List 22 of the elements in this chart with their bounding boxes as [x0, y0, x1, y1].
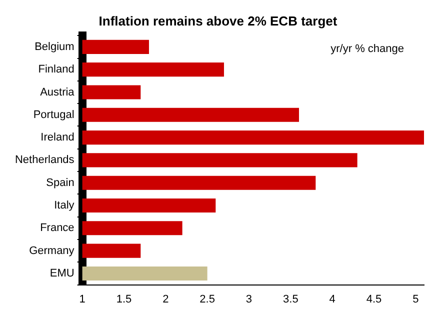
x-tick-label: 3.5 [283, 293, 298, 306]
x-tick-label: 2 [162, 293, 169, 306]
y-tick-label: Belgium [34, 40, 74, 53]
x-tick-label: 1.5 [116, 293, 132, 306]
x-tick-label: 5 [412, 293, 419, 306]
y-tick-label: France [40, 222, 74, 234]
x-tick-label: 1 [79, 293, 86, 306]
x-tick-label: 3 [246, 293, 252, 306]
chart-title: Inflation remains above 2% ECB target [98, 13, 338, 28]
y-tick-label: Netherlands [14, 154, 75, 166]
y-tick-label: Germany [29, 244, 75, 257]
x-tick-label: 4 [329, 293, 336, 306]
y-tick-label: Portugal [33, 108, 74, 121]
x-tick-label: 4.5 [366, 293, 382, 306]
y-tick-label: Austria [40, 86, 76, 98]
y-tick-label: Italy [54, 200, 75, 212]
x-tick-label: 2.5 [200, 293, 215, 306]
y-tick-label: EMU [50, 268, 74, 280]
annotation: yr/yr % change [330, 43, 404, 56]
y-tick-label: Spain [46, 176, 74, 189]
y-tick-label: Ireland [40, 132, 74, 144]
y-tick-label: Finland [38, 64, 74, 76]
